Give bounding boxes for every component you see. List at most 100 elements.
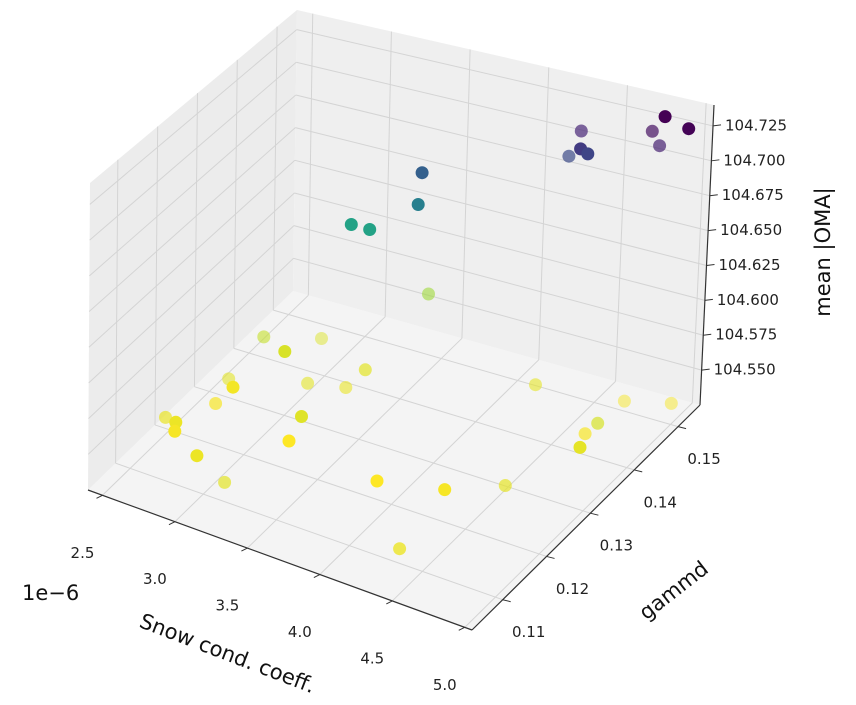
x-tick-label: 3.0 bbox=[143, 570, 167, 588]
data-points bbox=[159, 110, 696, 556]
data-point bbox=[315, 332, 328, 345]
y-tick-label: 0.14 bbox=[644, 493, 677, 511]
z-tick-label: 104.675 bbox=[722, 186, 784, 204]
x-grid-line bbox=[307, 13, 314, 296]
y-grid-line bbox=[193, 93, 198, 387]
data-point bbox=[168, 424, 182, 438]
data-point bbox=[257, 330, 271, 344]
z-grid-line bbox=[88, 127, 296, 312]
x-tick-mark bbox=[241, 547, 248, 552]
grid-lines bbox=[87, 13, 714, 628]
x-tick-label: 5.0 bbox=[433, 676, 457, 694]
x-tick-label: 4.0 bbox=[288, 623, 312, 641]
data-point bbox=[415, 166, 429, 180]
y-tick-mark bbox=[502, 599, 511, 603]
data-point bbox=[218, 475, 232, 489]
z-tick-mark bbox=[706, 263, 715, 266]
y-tick-label: 0.15 bbox=[687, 450, 720, 468]
z-tick-mark bbox=[709, 194, 718, 197]
y-tick-mark bbox=[677, 426, 687, 430]
z-tick-mark bbox=[712, 124, 722, 127]
x-axis-offset-label: 1e−6 bbox=[22, 581, 79, 605]
data-point bbox=[581, 147, 595, 161]
x-grid-line bbox=[538, 67, 550, 360]
y-grid-line bbox=[154, 424, 547, 557]
x-grid-line bbox=[174, 316, 386, 523]
y-tick-mark bbox=[590, 512, 599, 516]
y-grid-line bbox=[273, 309, 679, 428]
y-grid-line bbox=[115, 462, 503, 601]
x-tick-mark bbox=[386, 600, 393, 605]
x-tick-mark bbox=[313, 574, 321, 578]
z-grid-line bbox=[87, 257, 294, 455]
data-point bbox=[562, 149, 576, 163]
z-grid-line bbox=[89, 94, 297, 277]
z-grid-line bbox=[294, 159, 707, 266]
z-grid-line bbox=[88, 225, 295, 419]
x-tick-mark bbox=[96, 494, 103, 499]
data-point bbox=[190, 449, 204, 463]
data-point bbox=[339, 381, 353, 394]
data-point bbox=[574, 124, 588, 138]
y-grid-line bbox=[272, 26, 278, 311]
z-grid-line bbox=[293, 257, 702, 371]
data-point bbox=[645, 124, 659, 138]
data-point bbox=[573, 440, 587, 454]
z-grid-line bbox=[296, 29, 714, 127]
x-grid-line bbox=[102, 294, 309, 496]
x-tick-mark bbox=[458, 626, 465, 631]
data-point bbox=[422, 287, 435, 301]
z-tick-label: 104.650 bbox=[720, 221, 782, 239]
data-point bbox=[370, 474, 384, 488]
y-grid-line bbox=[115, 159, 119, 464]
data-point bbox=[278, 345, 292, 358]
z-grid-line bbox=[88, 192, 295, 384]
z-tick-mark bbox=[704, 298, 713, 301]
data-point bbox=[653, 139, 667, 153]
z-tick-mark bbox=[701, 368, 710, 371]
axis-lines bbox=[87, 104, 722, 631]
data-point bbox=[498, 479, 512, 492]
data-point bbox=[301, 376, 315, 390]
data-point bbox=[295, 410, 308, 423]
z-tick-label: 104.725 bbox=[725, 116, 787, 134]
data-point bbox=[226, 380, 240, 394]
x-tick-mark bbox=[168, 521, 176, 526]
z-tick-label: 104.600 bbox=[717, 291, 779, 309]
data-point bbox=[411, 198, 425, 211]
data-point bbox=[209, 397, 223, 410]
x-grid-line bbox=[615, 85, 628, 382]
y-tick-mark bbox=[634, 469, 643, 473]
y-axis-title: gammd bbox=[635, 556, 713, 624]
back-wall-pane bbox=[293, 10, 714, 405]
x-grid-line bbox=[464, 402, 693, 628]
x-grid-line bbox=[247, 337, 463, 549]
z-tick-mark bbox=[711, 159, 720, 162]
data-point bbox=[591, 416, 605, 430]
z-tick-mark bbox=[708, 229, 717, 232]
z-tick-label: 104.700 bbox=[723, 151, 785, 169]
y-axis-line bbox=[471, 404, 701, 631]
z-grid-line bbox=[295, 127, 709, 232]
data-point bbox=[438, 483, 452, 497]
x-grid-line bbox=[319, 359, 540, 575]
y-grid-line bbox=[194, 386, 591, 514]
x-grid-line bbox=[691, 103, 707, 403]
x-axis-line bbox=[87, 489, 473, 631]
data-point bbox=[344, 218, 358, 231]
z-grid-line bbox=[294, 192, 706, 301]
z-grid-line bbox=[295, 94, 710, 197]
data-point bbox=[529, 378, 542, 392]
data-point bbox=[617, 394, 631, 408]
x-grid-line bbox=[384, 31, 392, 317]
y-tick-label: 0.13 bbox=[600, 537, 633, 555]
z-grid-line bbox=[89, 61, 297, 241]
z-grid-line bbox=[296, 61, 712, 162]
data-point bbox=[682, 122, 696, 136]
data-point bbox=[664, 396, 678, 410]
data-point bbox=[578, 427, 592, 441]
tick-labels: 2.5 3.0 3.5 4.0 4.5 5.0 0.11 0.12 0.13 0.14 0.15 10… bbox=[71, 116, 787, 693]
z-tick-label: 104.550 bbox=[714, 361, 776, 379]
